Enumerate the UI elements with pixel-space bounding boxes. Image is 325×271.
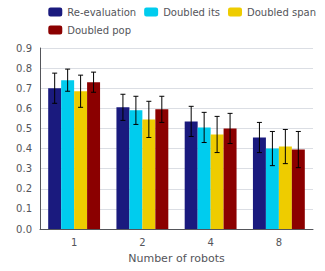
svg-text:2: 2 <box>139 237 145 248</box>
svg-text:Re-evaluation: Re-evaluation <box>67 7 136 18</box>
svg-text:Doubled span: Doubled span <box>247 7 316 18</box>
svg-text:1: 1 <box>71 237 77 248</box>
svg-text:0.1: 0.1 <box>16 203 32 214</box>
svg-text:0.3: 0.3 <box>16 163 32 174</box>
svg-text:0.8: 0.8 <box>16 63 32 74</box>
svg-text:Doubled its: Doubled its <box>163 7 220 18</box>
svg-text:4: 4 <box>207 237 213 248</box>
svg-text:0.6: 0.6 <box>16 103 32 114</box>
svg-text:Doubled pop: Doubled pop <box>67 25 131 36</box>
svg-text:0.0: 0.0 <box>16 224 32 235</box>
svg-text:0.9: 0.9 <box>16 43 32 54</box>
svg-text:0.2: 0.2 <box>16 183 32 194</box>
svg-text:8: 8 <box>276 237 282 248</box>
svg-text:0.7: 0.7 <box>16 83 32 94</box>
svg-text:Number of robots: Number of robots <box>128 252 225 265</box>
svg-text:0.5: 0.5 <box>16 123 32 134</box>
svg-text:0.4: 0.4 <box>16 143 32 154</box>
